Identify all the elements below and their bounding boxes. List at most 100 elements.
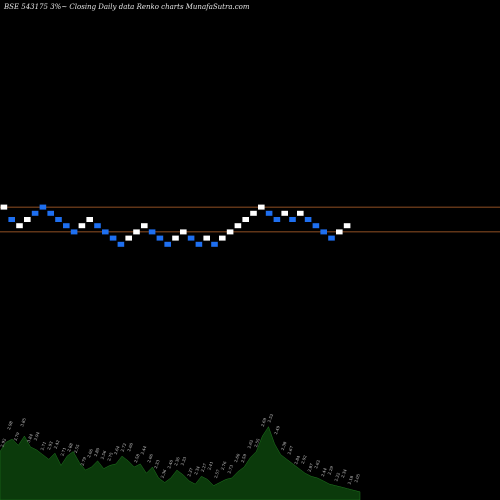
volume-label: 2.92	[300, 454, 308, 465]
renko-brick	[281, 210, 288, 216]
volume-label: 2.64	[113, 445, 121, 456]
renko-brick	[63, 223, 70, 229]
renko-brick	[180, 229, 187, 235]
renko-brick	[343, 223, 351, 229]
volume-label: 2.52	[266, 413, 274, 424]
renko-brick	[320, 229, 327, 235]
volume-label: 2.67	[286, 445, 294, 456]
chart-title: BSE 543175 3%~ Closing Daily data Renko …	[3, 3, 250, 11]
volume-label: 2.69	[260, 417, 268, 428]
renko-brick	[47, 210, 54, 216]
renko-brick	[203, 235, 210, 241]
renko-brick	[86, 217, 93, 222]
volume-label: 2.27	[200, 462, 208, 473]
volume-label: 2.60	[233, 452, 241, 463]
volume-label: 2.22	[333, 471, 341, 482]
volume-label: 2.98	[6, 420, 14, 431]
renko-brick	[219, 235, 226, 241]
renko-brick	[133, 229, 140, 235]
volume-label: 2.87	[306, 462, 314, 473]
volume-label: 2.37	[186, 467, 194, 478]
renko-brick	[234, 223, 242, 229]
renko-brick	[39, 204, 47, 210]
renko-brick	[31, 210, 39, 216]
volume-label: 2.66	[86, 448, 94, 459]
renko-brick	[94, 223, 101, 229]
volume-label: 2.71	[39, 441, 47, 451]
volume-label: 2.33	[153, 459, 161, 470]
volume-label: 2.44	[140, 445, 148, 456]
volume-label: 2.42	[53, 439, 61, 450]
renko-brick	[55, 217, 62, 222]
renko-brick	[24, 217, 31, 222]
volume-label: 2.05	[353, 473, 361, 484]
volume-label: 2.76	[220, 460, 228, 471]
renko-brick	[258, 204, 265, 210]
volume-label: 2.49	[273, 425, 281, 436]
volume-label: 2.56	[99, 449, 107, 460]
renko-brick	[297, 210, 304, 216]
renko-brick	[141, 223, 148, 229]
renko-brick	[8, 217, 15, 222]
volume-label: 2.33	[180, 456, 188, 467]
volume-label: 2.84	[293, 454, 301, 465]
volume-label: 2.59	[240, 453, 248, 464]
volume-label: 2.36	[173, 456, 181, 467]
volume-label: 2.18	[347, 475, 355, 486]
volume-label: 2.71	[59, 447, 67, 457]
renko-brick	[0, 204, 8, 210]
renko-brick	[16, 223, 23, 229]
renko-brick	[156, 235, 164, 241]
volume-label: 2.79	[79, 456, 87, 467]
volume-label: 2.34	[193, 465, 201, 476]
renko-bricks	[0, 204, 351, 247]
volume-label: 2.41	[206, 461, 214, 471]
volume-label: 2.36	[160, 468, 168, 479]
volume-label: 2.88	[66, 442, 74, 453]
renko-brick	[125, 235, 132, 241]
volume-label: 2.58	[133, 453, 141, 464]
volume-label: 3.85	[19, 417, 27, 428]
volume-label: 2.34	[340, 468, 348, 479]
volume-label: 2.80	[93, 447, 101, 458]
renko-brick	[172, 235, 179, 241]
renko-brick	[336, 229, 343, 235]
renko-brick	[109, 235, 117, 241]
renko-brick	[226, 229, 234, 235]
volume-label: 2.94	[33, 431, 41, 442]
volume-label: 2.62	[246, 439, 254, 450]
renko-brick	[273, 217, 281, 222]
volume-label: 2.62	[313, 459, 321, 470]
level-lines	[0, 206, 500, 233]
renko-brick	[265, 210, 273, 216]
renko-brick	[242, 217, 249, 222]
volume-label: 2.38	[280, 440, 288, 451]
volume-label: 2.72	[119, 442, 127, 453]
renko-brick	[102, 229, 109, 235]
volume-label: 2.75	[106, 451, 114, 462]
volume-label: 3.79	[13, 431, 21, 442]
volume-label: 2.44	[320, 467, 328, 478]
renko-brick	[164, 241, 171, 247]
volume-labels: 2.922.983.793.853.842.942.712.932.422.71…	[0, 413, 361, 486]
renko-brick	[211, 241, 218, 247]
renko-brick	[70, 229, 78, 235]
renko-brick	[78, 223, 86, 229]
volume-label: 2.66	[146, 453, 154, 464]
volume-label: 2.40	[166, 459, 174, 470]
volume-label: 2.73	[226, 464, 234, 475]
volume-label: 2.55	[253, 437, 261, 448]
renko-brick	[250, 210, 257, 216]
renko-brick	[117, 241, 125, 247]
volume-label: 2.57	[213, 468, 221, 479]
volume-label: 2.60	[126, 442, 134, 453]
renko-brick	[289, 217, 296, 222]
renko-brick	[195, 241, 203, 247]
volume-label: 2.55	[73, 443, 81, 454]
renko-brick	[187, 235, 195, 241]
volume-label: 3.84	[26, 433, 34, 444]
volume-label: 2.92	[0, 437, 7, 448]
volume-area-path	[0, 426, 361, 500]
